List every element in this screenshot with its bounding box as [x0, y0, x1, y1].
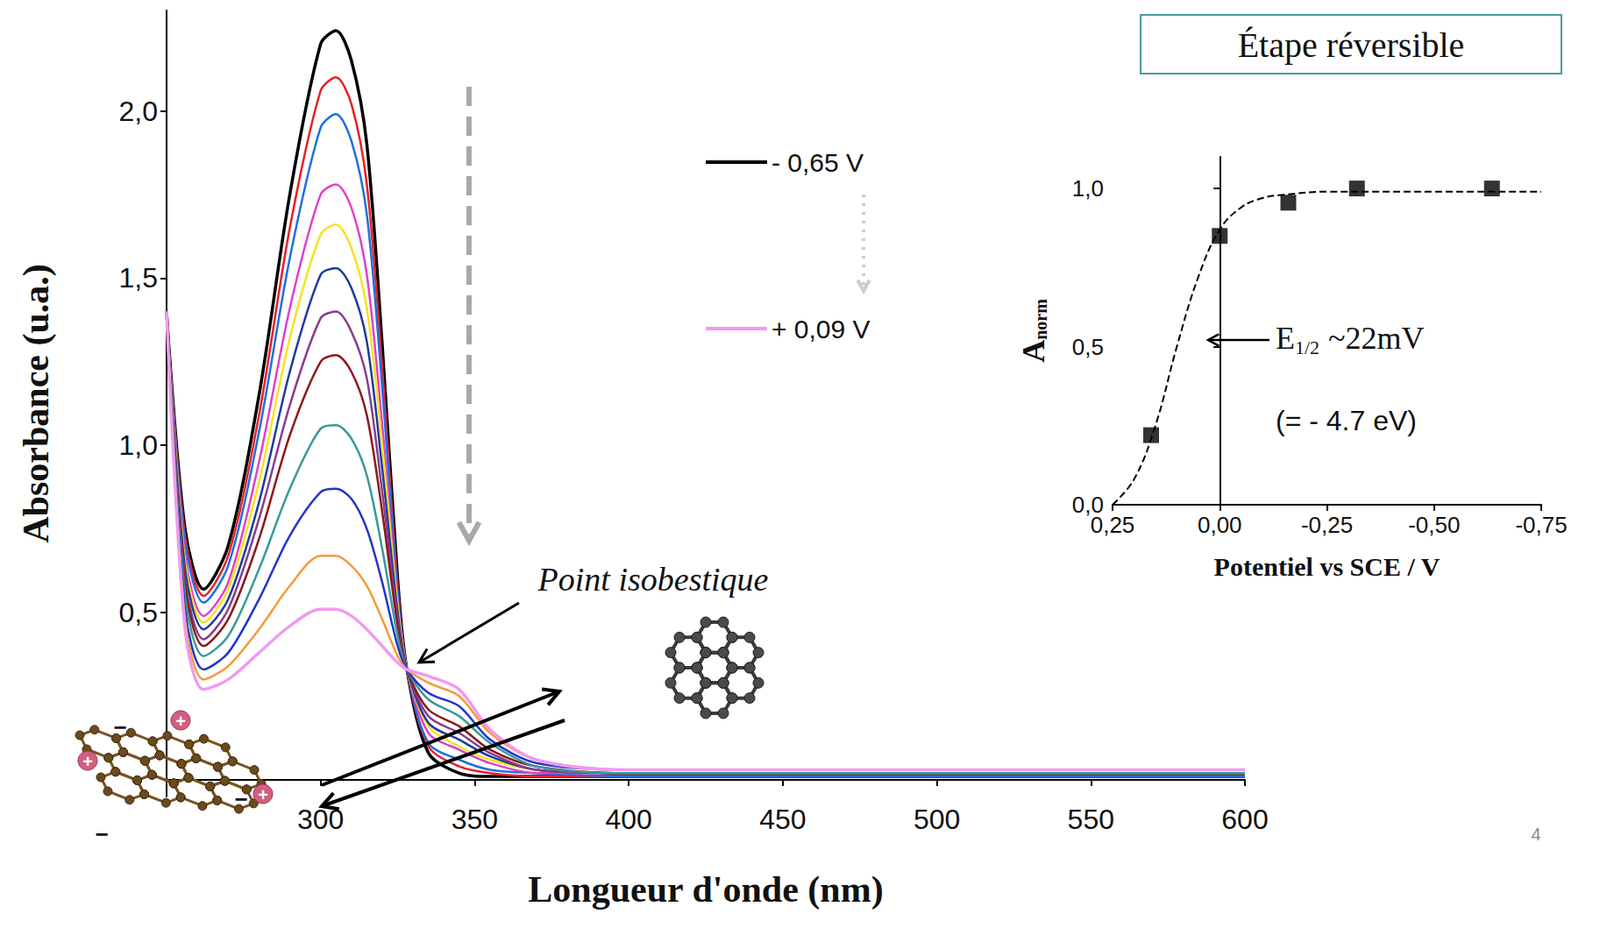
svg-text:0,25: 0,25: [1090, 512, 1136, 539]
svg-text:Longueur d'onde (nm): Longueur d'onde (nm): [527, 869, 883, 911]
svg-text:−: −: [94, 821, 108, 848]
svg-text:E: E: [1275, 320, 1295, 356]
svg-text:−: −: [234, 786, 248, 813]
svg-text:0,5: 0,5: [119, 597, 158, 629]
svg-text:1,0: 1,0: [119, 429, 158, 462]
svg-text:1,5: 1,5: [119, 262, 158, 294]
svg-text:Potentiel vs SCE / V: Potentiel vs SCE / V: [1214, 552, 1441, 582]
svg-text:400: 400: [604, 803, 652, 836]
svg-text:Point isobestique: Point isobestique: [537, 561, 769, 598]
svg-text:(= - 4.7 eV): (= - 4.7 eV): [1275, 405, 1417, 437]
svg-text:+: +: [175, 711, 186, 732]
svg-text:4: 4: [1530, 824, 1541, 845]
svg-text:~22mV: ~22mV: [1328, 320, 1424, 356]
svg-text:norm: norm: [1031, 298, 1051, 341]
svg-text:0,0: 0,0: [1072, 491, 1104, 519]
svg-text:300: 300: [297, 803, 345, 836]
svg-text:1/2: 1/2: [1294, 336, 1320, 359]
svg-text:350: 350: [451, 803, 498, 836]
svg-text:+: +: [257, 785, 269, 805]
svg-text:550: 550: [1067, 803, 1115, 836]
svg-text:-0,25: -0,25: [1301, 512, 1353, 539]
svg-text:500: 500: [913, 803, 960, 836]
svg-text:1,0: 1,0: [1072, 175, 1104, 202]
svg-text:-0,75: -0,75: [1514, 512, 1567, 539]
svg-text:−: −: [113, 714, 127, 741]
svg-text:2,0: 2,0: [119, 95, 158, 128]
svg-text:0,00: 0,00: [1197, 512, 1243, 539]
svg-text:A: A: [1016, 340, 1052, 363]
svg-text:0,5: 0,5: [1072, 334, 1104, 361]
svg-text:-0,50: -0,50: [1408, 512, 1460, 539]
svg-text:Absorbance (u.a.): Absorbance (u.a.): [15, 263, 57, 544]
svg-text:- 0,65 V: - 0,65 V: [771, 148, 864, 178]
svg-text:+: +: [82, 752, 93, 772]
svg-text:600: 600: [1221, 803, 1268, 836]
svg-text:Étape réversible: Étape réversible: [1237, 25, 1465, 65]
svg-text:450: 450: [759, 803, 806, 836]
svg-text:+ 0,09 V: + 0,09 V: [771, 314, 871, 344]
